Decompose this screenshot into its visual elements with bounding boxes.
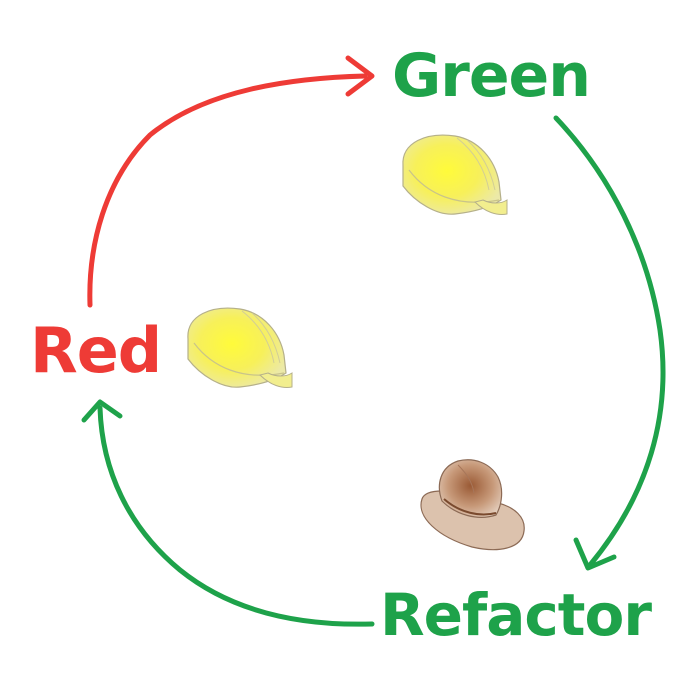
- arrow-green-to-refactor-head: [573, 537, 617, 571]
- arrow-red-to-green-path: [87, 73, 368, 308]
- fedora-hat-icon: [420, 459, 525, 551]
- arrow-refactor-to-red-head: [81, 399, 123, 423]
- stage-label-refactor: Refactor: [380, 581, 652, 649]
- stage-label-red: Red: [30, 314, 162, 387]
- arrow-refactor-to-red-path: [97, 405, 375, 627]
- hard-hat-icon-2: [187, 307, 293, 388]
- arrow-red-to-green-head: [345, 55, 375, 97]
- hard-hat-icon: [402, 134, 508, 215]
- arrow-refactor-to-red: [81, 399, 375, 627]
- arrow-red-to-green: [87, 55, 375, 308]
- arrow-green-to-refactor-path: [553, 115, 666, 568]
- stage-label-green: Green: [392, 41, 591, 111]
- arrow-green-to-refactor: [553, 115, 666, 571]
